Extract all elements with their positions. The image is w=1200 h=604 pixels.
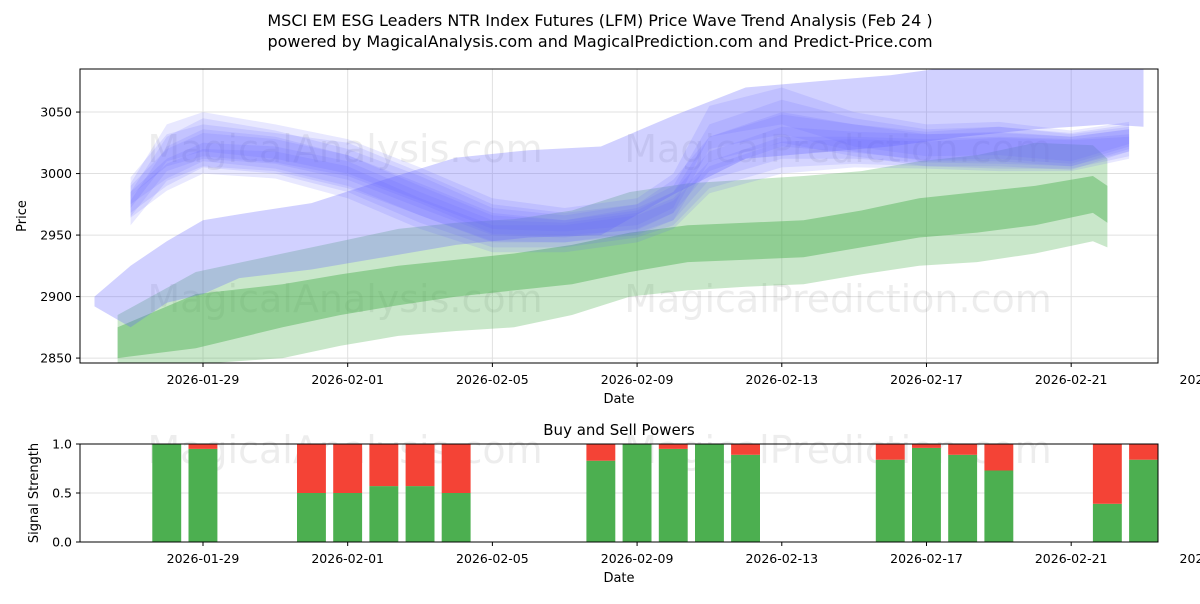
price-y-tick-label: 3050 <box>40 105 72 120</box>
price-chart: MagicalAnalysis.com MagicalPrediction.co… <box>15 68 1200 407</box>
buy-power-bar <box>912 447 941 542</box>
chart-title-line1: MSCI EM ESG Leaders NTR Index Futures (L… <box>267 11 932 30</box>
buy-power-bar <box>948 454 978 542</box>
price-grid <box>80 69 1158 363</box>
buy-power-bar <box>875 459 905 542</box>
signal-x-tick-label: 2026-02-17 <box>890 551 963 566</box>
price-x-tick-label: 2026-02-17 <box>890 372 963 387</box>
sell-power-bar <box>297 444 326 493</box>
watermark-analysis: MagicalAnalysis.com <box>147 127 542 171</box>
price-y-axis-label: Price <box>15 200 30 232</box>
blue-wave-band <box>130 112 1130 243</box>
signal-x-tick-label: 2026-02-21 <box>1035 551 1108 566</box>
buy-power-bar <box>188 448 218 542</box>
sell-power-bar <box>441 444 471 493</box>
price-plot-frame <box>79 68 1159 364</box>
price-bands <box>94 69 1144 363</box>
blue-wave-band <box>130 126 1130 243</box>
price-x-axis-label: Date <box>603 392 634 407</box>
price-y-ticks: 2850 2900 2950 3000 3050 <box>40 105 80 366</box>
sell-power-bar <box>731 444 760 455</box>
price-y-tick-label: 2950 <box>40 228 72 243</box>
sell-power-bar <box>405 444 435 487</box>
price-x-tick-label: 2026-02-13 <box>745 372 818 387</box>
buy-power-bar <box>297 493 326 542</box>
signal-x-axis-label: Date <box>603 571 634 586</box>
price-y-tick-label: 2850 <box>40 351 72 366</box>
buy-power-bar <box>622 444 652 542</box>
price-x-tick-label: 2026-02-01 <box>311 372 384 387</box>
price-watermarks: MagicalAnalysis.com MagicalPrediction.co… <box>147 127 1051 321</box>
signal-x-tick-label: 2026-02-01 <box>311 551 384 566</box>
signal-x-tick-label: 2026-02-13 <box>745 551 818 566</box>
blue-wave-band <box>130 87 1130 232</box>
buy-power-bar <box>1092 503 1122 542</box>
sell-power-bar <box>875 444 905 460</box>
sell-power-bar <box>912 444 941 448</box>
buy-power-bar <box>695 444 724 542</box>
signal-y-tick-label: 0.5 <box>52 486 72 501</box>
green-wave-band <box>117 142 1108 363</box>
blue-wave-band <box>130 136 1130 253</box>
signal-chart-title: Buy and Sell Powers <box>543 421 695 439</box>
sell-power-bar <box>984 444 1014 471</box>
signal-y-ticks: 0.0 0.5 1.0 <box>52 437 80 550</box>
signal-y-tick-label: 0.0 <box>52 535 72 550</box>
buy-power-bar <box>405 486 435 542</box>
watermark-analysis-2: MagicalAnalysis.com <box>147 277 542 321</box>
price-y-tick-label: 2900 <box>40 289 72 304</box>
watermark-prediction: MagicalPrediction.com <box>624 127 1052 171</box>
price-x-tick-label: 2026-02-09 <box>601 372 674 387</box>
sell-power-bar <box>188 444 218 449</box>
price-x-tick-label: 2026-02-25 <box>1180 372 1200 387</box>
buy-power-bar <box>369 486 399 542</box>
signal-chart: Buy and Sell Powers MagicalAnalysis.com … <box>27 421 1200 586</box>
buy-power-bar <box>731 454 760 542</box>
signal-x-tick-label: 2026-01-29 <box>167 551 240 566</box>
buy-power-bar <box>658 448 688 542</box>
signal-y-tick-label: 1.0 <box>52 437 72 452</box>
green-wave-band <box>117 176 1108 359</box>
blue-wave-band <box>130 114 1130 236</box>
blue-wave-band <box>94 69 1144 328</box>
price-x-tick-label: 2026-02-21 <box>1035 372 1108 387</box>
sell-power-bar <box>1129 444 1158 460</box>
price-y-tick-label: 3000 <box>40 166 72 181</box>
price-x-tick-label: 2026-02-05 <box>456 372 529 387</box>
blue-wave-band <box>130 134 1130 248</box>
sell-power-bar <box>948 444 978 455</box>
price-x-tick-label: 2026-01-29 <box>167 372 240 387</box>
buy-power-bar <box>1129 459 1158 542</box>
sell-power-bar <box>1092 444 1122 504</box>
chart-title-line2: powered by MagicalAnalysis.com and Magic… <box>267 32 932 51</box>
sell-power-bar <box>369 444 399 487</box>
buy-power-bar <box>984 470 1014 542</box>
signal-x-tick-label: 2026-02-25 <box>1180 551 1200 566</box>
sell-power-bar <box>586 444 616 461</box>
buy-power-bar <box>441 493 471 542</box>
blue-wave-band <box>130 99 1130 238</box>
buy-power-bar <box>586 460 616 542</box>
price-band-layer <box>94 69 1144 363</box>
signal-bars <box>152 444 1158 542</box>
buy-power-bar <box>152 444 182 542</box>
signal-y-axis-label: Signal Strength <box>27 443 42 543</box>
price-x-ticks: 2026-01-29 2026-02-01 2026-02-05 2026-02-09… <box>167 363 1200 387</box>
signal-x-ticks: 2026-01-29 2026-02-01 2026-02-05 2026-02-09… <box>167 542 1200 566</box>
sell-power-bar <box>658 444 688 449</box>
sell-power-bar <box>333 444 363 493</box>
signal-x-tick-label: 2026-02-05 <box>456 551 529 566</box>
buy-power-bar <box>333 493 363 542</box>
watermark-prediction-2: MagicalPrediction.com <box>624 277 1052 321</box>
signal-x-tick-label: 2026-02-09 <box>601 551 674 566</box>
